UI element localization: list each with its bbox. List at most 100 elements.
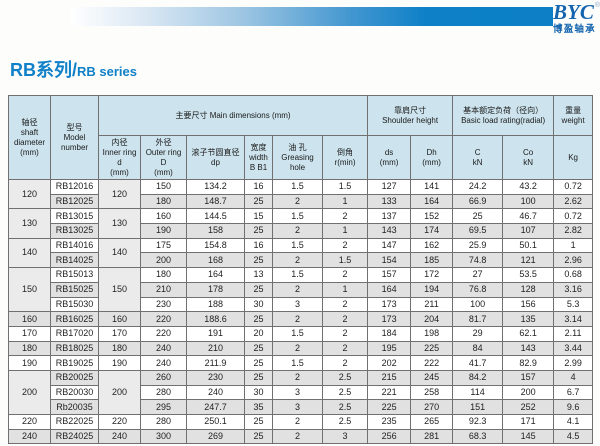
cell-shaft-diameter: 190 (8, 355, 51, 371)
cell-dynamic-load: 68.3 (452, 428, 504, 445)
cell-model: RB16025 (50, 311, 99, 327)
cell-greasing-hole: 3 (272, 384, 323, 401)
cell-static-load: 128 (502, 281, 555, 298)
cell-weight: 4 (553, 369, 594, 386)
cell-inner-ring: 180 (98, 340, 141, 357)
table-row: 150 RB15013 150 180 164 13 1.5 2 157 172 27 53.5 0.6… (8, 267, 594, 313)
cell-shaft-diameter: 240 (8, 428, 51, 445)
header-line: Kg (568, 152, 578, 162)
cell-dynamic-load: 100 (452, 296, 504, 313)
cell-greasing-hole: 2 (272, 414, 323, 430)
cell-inner-ring: 160 (98, 311, 141, 327)
cell-ds: 173 (367, 311, 412, 327)
cell-dh: 172 (410, 267, 454, 283)
cell-weight: 0.72 (553, 179, 594, 195)
cell-model: RB15025 (50, 281, 99, 298)
table-row: 160 RB16025 160 220 188.6 25 2 2 173 204 81.7 135 3.… (8, 311, 594, 327)
cell-model: RB12016 (50, 179, 99, 195)
cell-inner-ring: 240 (98, 428, 141, 445)
cell-static-load: 46.7 (502, 208, 555, 225)
cell-chamfer: 1.5 (321, 179, 369, 195)
cell-pitch-diameter: 269 (186, 428, 245, 445)
header-row: 轴径 shaft diameter (mm) 型号 Model number 主要尺寸 Mai… (8, 95, 594, 180)
cell-ds: 147 (367, 237, 412, 254)
cell-ds: 195 (367, 340, 412, 357)
col-header-outer-ring: 外径 Outer ring D (mm) (140, 135, 187, 180)
cell-model: RB20025 (50, 369, 99, 386)
col-header-shaft-diameter: 轴径 shaft diameter (mm) (8, 95, 51, 180)
col-header-dh: Dh (mm) (410, 135, 454, 180)
cell-greasing-hole: 2 (272, 311, 323, 327)
cell-outer-diameter: 200 (140, 252, 187, 269)
cell-greasing-hole: 2 (272, 252, 323, 269)
cell-pitch-diameter: 211.9 (186, 355, 245, 371)
cell-dynamic-load: 29 (452, 325, 504, 342)
cell-inner-ring: 190 (98, 355, 141, 371)
cell-dynamic-load: 84 (452, 340, 504, 357)
header-line: diameter (13, 137, 46, 147)
cell-dh: 222 (410, 355, 454, 371)
cell-weight: 3.44 (553, 340, 594, 357)
cell-model: RB15030 (50, 296, 99, 313)
cell-static-load: 135 (502, 311, 555, 327)
col-header-inner-ring: 内径 Inner ring d (mm) (98, 135, 141, 180)
col-header-static-load: Co kN (502, 135, 555, 180)
header-line: (mm) (379, 157, 399, 167)
cell-pitch-diameter: 154.8 (186, 237, 245, 254)
cell-ds: 225 (367, 399, 412, 415)
page-title-en: RB series (77, 64, 137, 79)
table-row: 190 RB19025 190 240 211.9 25 1.5 2 202 222 41.7 82.… (8, 355, 594, 371)
cell-static-load: 53.5 (502, 267, 555, 283)
cell-dh: 245 (410, 369, 454, 386)
col-header-kg: Kg (553, 135, 594, 180)
cell-outer-diameter: 240 (140, 340, 187, 357)
cell-weight: 1 (553, 237, 594, 254)
cell-greasing-hole: 2 (272, 193, 323, 210)
cell-ds: 202 (367, 355, 412, 371)
cell-width: 15 (244, 208, 273, 225)
header-line: 倒角 (337, 147, 354, 157)
header-line: number (60, 142, 89, 152)
table-row: Rb20035 295 247.7 35 3 2.5 225 270 151 252 9.6 (9, 399, 594, 415)
cell-outer-diameter: 295 (140, 399, 187, 415)
header-line: 内径 (111, 137, 128, 147)
table-row: 240 RB24025 240 300 269 25 2 3 256 281 68.3 145 4.5 (8, 428, 594, 445)
cell-shaft-diameter: 200 (8, 369, 51, 416)
cell-pitch-diameter: 240 (186, 384, 245, 401)
cell-inner-ring: 170 (98, 325, 141, 342)
header-line: Model (63, 132, 86, 142)
cell-greasing-hole: 2 (272, 369, 323, 386)
cell-inner-ring: 150 (98, 267, 141, 313)
col-header-width: 宽度 width B B1 (244, 135, 273, 180)
cell-greasing-hole: 2 (272, 340, 323, 357)
cell-dynamic-load: 84.2 (452, 369, 504, 386)
cell-shaft-diameter: 120 (8, 178, 51, 210)
header-line: 基本额定负荷（径向） (463, 105, 544, 115)
cell-chamfer: 2 (321, 267, 369, 283)
cell-model: RB15013 (50, 267, 99, 283)
cell-static-load: 171 (502, 414, 555, 430)
cell-chamfer: 2 (321, 355, 369, 371)
cell-dh: 270 (410, 399, 454, 415)
header-line: Dh (426, 147, 437, 157)
cell-model: Rb20035 (50, 399, 99, 415)
cell-shaft-diameter: 150 (8, 267, 51, 313)
cell-outer-diameter: 160 (140, 208, 187, 225)
cell-model: RB14016 (50, 237, 99, 254)
cell-static-load: 145 (502, 428, 555, 445)
cell-chamfer: 1 (321, 223, 369, 239)
cell-ds: 133 (367, 193, 412, 210)
cell-static-load: 156 (502, 296, 555, 313)
cell-dh: 198 (410, 325, 454, 342)
cell-pitch-diameter: 250.1 (186, 414, 245, 430)
cell-width: 25 (244, 193, 273, 210)
cell-dh: 225 (410, 340, 454, 357)
cell-dynamic-load: 66.9 (452, 193, 504, 210)
cell-pitch-diameter: 134.2 (186, 179, 245, 195)
cell-outer-diameter: 300 (140, 428, 187, 445)
cell-outer-diameter: 220 (140, 325, 187, 342)
cell-ds: 256 (367, 428, 412, 445)
cell-dynamic-load: 92.3 (452, 414, 504, 430)
cell-weight: 2.62 (553, 193, 594, 210)
